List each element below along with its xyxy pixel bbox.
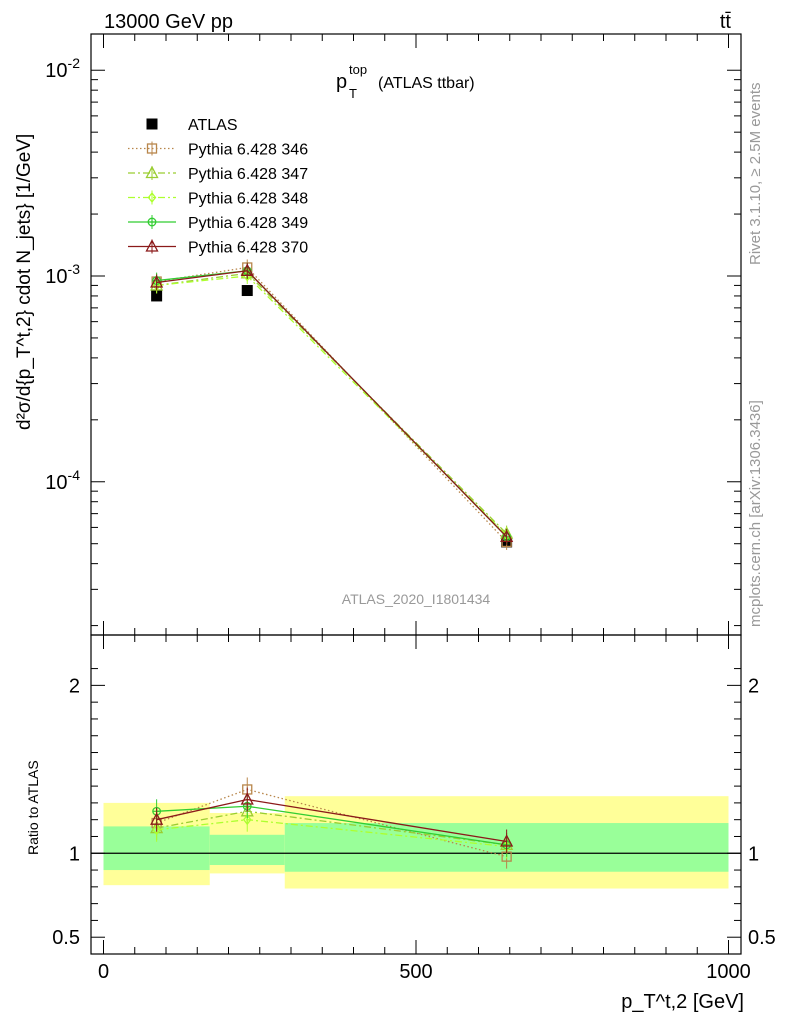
legend-entry-pythia-6-428-346: Pythia 6.428 346 <box>128 141 308 159</box>
analysis-label: ATLAS_2020_I1801434 <box>342 591 491 607</box>
legend-marker-pythia-6-428-347 <box>145 165 159 179</box>
legend-marker-pythia-6-428-348 <box>147 191 157 204</box>
ratio-point-pythia-6-428-370-1 <box>240 792 254 805</box>
series-line-pythia-6-428-348 <box>156 275 508 536</box>
legend-marker-pythia-6-428-370 <box>145 239 159 252</box>
series-pythia-6-428-346 <box>151 259 512 550</box>
ratio-y-tick-label-right-0: 0.5 <box>748 927 776 949</box>
energy-label: 13000 GeV pp <box>104 11 233 33</box>
plot-title-sub: T <box>349 86 357 101</box>
series-line-pythia-6-428-370 <box>156 270 508 538</box>
x-tick-label-1: 500 <box>399 961 432 983</box>
ratio-y-tick-label-left-0: 0.5 <box>52 927 80 949</box>
series-pythia-6-428-347 <box>150 265 514 542</box>
main-y-tick-label-2: 10-4 <box>45 467 80 494</box>
y-axis-label: d²σ/d{p_T^t,2} cdot N_jets} [1/GeV] <box>14 134 35 430</box>
legend-entry-pythia-6-428-347: Pythia 6.428 347 <box>128 165 308 183</box>
legend-marker-atlas <box>146 118 158 130</box>
ratio-axis-label: Ratio to ATLAS <box>25 760 41 855</box>
legend-entry-atlas: ATLAS <box>146 117 238 134</box>
main-series-layer <box>150 259 514 550</box>
plot-title-main: p <box>336 71 347 93</box>
ratio-series-layer <box>150 777 514 869</box>
mcplots-label: mcplots.cern.ch [arXiv:1306.3436] <box>747 400 764 627</box>
x-axis-label: p_T^t,2 [GeV] <box>621 991 744 1013</box>
series-line-pythia-6-428-347 <box>156 272 508 535</box>
data-point-atlas-1 <box>241 285 253 297</box>
data-point-pythia-6-428-370-0 <box>150 275 164 288</box>
ratio-plot-frame <box>90 634 742 955</box>
series-pythia-6-428-370 <box>150 262 514 545</box>
main-y-tick-label-1: 10-3 <box>45 261 80 288</box>
legend-label-pythia-6-428-370: Pythia 6.428 370 <box>188 240 308 257</box>
ratio-point-pythia-6-428-348-0 <box>152 824 161 836</box>
ratio-point-pythia-6-428-370-2 <box>500 834 514 847</box>
ratio-y-tick-label-left-1: 1 <box>69 843 80 865</box>
process-label: tt̄ <box>720 11 732 33</box>
x-tick-label-2: 1000 <box>706 961 751 983</box>
legend-label-pythia-6-428-347: Pythia 6.428 347 <box>188 166 308 183</box>
series-pythia-6-428-348 <box>152 267 511 544</box>
ratio-band-inner-1 <box>209 834 285 866</box>
series-line-pythia-6-428-346 <box>156 266 508 543</box>
x-tick-label-0: 0 <box>98 961 109 983</box>
series-pythia-6-428-349 <box>152 262 512 545</box>
series-line-pythia-6-428-349 <box>156 270 508 538</box>
ratio-series-pythia-6-428-370 <box>150 787 514 854</box>
main-y-tick-label-0: 10-2 <box>45 55 80 82</box>
data-point-atlas-0 <box>151 290 163 302</box>
legend-label-pythia-6-428-348: Pythia 6.428 348 <box>188 191 308 208</box>
series-atlas <box>151 285 513 548</box>
rivet-label: Rivet 3.1.10, ≥ 2.5M events <box>747 83 764 266</box>
legend-marker-pythia-6-428-346 <box>146 143 158 154</box>
ratio-y-tick-label-left-2: 2 <box>69 675 80 697</box>
legend-label-atlas: ATLAS <box>188 117 238 134</box>
legend-entry-pythia-6-428-370: Pythia 6.428 370 <box>128 239 308 257</box>
plot-title-rest: (ATLAS ttbar) <box>378 75 475 92</box>
ratio-point-pythia-6-428-348-1 <box>242 814 252 826</box>
ratio-point-pythia-6-428-370-0 <box>150 812 164 825</box>
plot-title: p top T (ATLAS ttbar) <box>336 62 475 101</box>
ratio-y-tick-label-right-2: 2 <box>748 675 759 697</box>
plot-title-sup: top <box>349 62 367 77</box>
data-point-pythia-6-428-370-1 <box>240 263 254 276</box>
data-point-pythia-6-428-370-2 <box>500 529 514 542</box>
ratio-y-tick-label-right-1: 1 <box>748 843 759 865</box>
legend: ATLAS Pythia 6.428 346 Pythia 6.428 347 Pyt… <box>128 117 308 257</box>
axes-layer: 10-2 10-3 10-4 0 500 1000 0.5 0.5 1 1 2 2 <box>45 34 776 983</box>
legend-label-pythia-6-428-346: Pythia 6.428 346 <box>188 142 308 159</box>
legend-label-pythia-6-428-349: Pythia 6.428 349 <box>188 215 308 232</box>
legend-marker-pythia-6-428-349 <box>147 217 157 227</box>
legend-entry-pythia-6-428-348: Pythia 6.428 348 <box>128 190 308 208</box>
legend-entry-pythia-6-428-349: Pythia 6.428 349 <box>128 215 308 232</box>
